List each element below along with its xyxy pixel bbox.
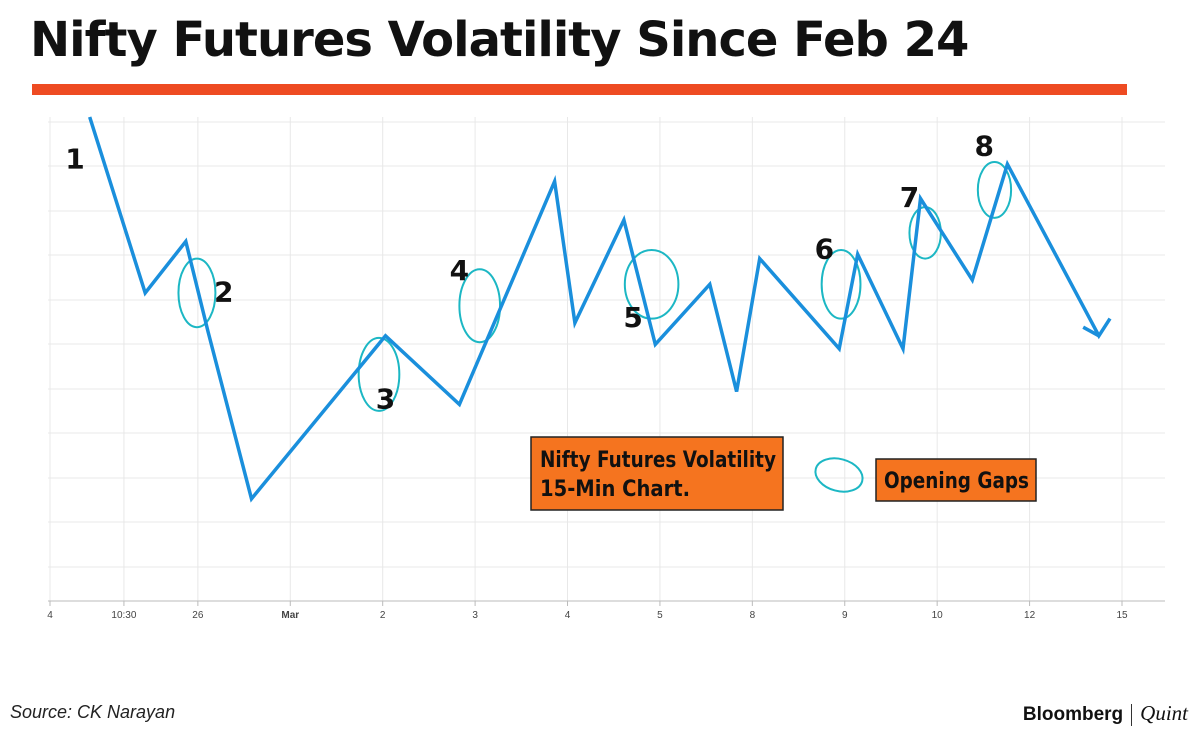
source-credit: Source: CK Narayan bbox=[10, 702, 176, 722]
annotation-label-4: 4 bbox=[450, 254, 469, 287]
x-tick-label-0: 4 bbox=[47, 610, 53, 621]
brand-quint: Quint bbox=[1140, 701, 1188, 725]
x-tick-label-6: 4 bbox=[565, 610, 571, 621]
annotation-label-6: 6 bbox=[815, 233, 834, 266]
x-tick-label-9: 9 bbox=[842, 610, 848, 621]
x-tick-label-8: 8 bbox=[750, 610, 756, 621]
brand-divider bbox=[1131, 703, 1133, 726]
annotation-label-2: 2 bbox=[214, 275, 233, 308]
chart-title: Nifty Futures Volatility Since Feb 24 bbox=[30, 12, 969, 68]
legend-gap-box bbox=[875, 458, 1037, 502]
opening-gap-ellipse-5 bbox=[820, 248, 862, 320]
x-tick-label-1: 10:30 bbox=[111, 610, 136, 621]
opening-gap-ellipse-7 bbox=[976, 161, 1013, 219]
brand-bloomberg: Bloomberg bbox=[1022, 704, 1124, 725]
annotation-label-7: 7 bbox=[900, 181, 919, 214]
x-tick-label-4: 2 bbox=[380, 610, 386, 621]
opening-gap-ellipse-4 bbox=[623, 248, 680, 320]
annotation-label-8: 8 bbox=[975, 130, 994, 163]
annotation-label-3: 3 bbox=[376, 383, 395, 416]
series-arrow-tail bbox=[1082, 325, 1100, 338]
x-tick-label-11: 12 bbox=[1024, 610, 1036, 621]
legend-gap-label: Opening Gaps bbox=[884, 469, 1029, 494]
opening-gap-ellipse-1 bbox=[177, 257, 217, 329]
opening-gap-ellipse-2 bbox=[357, 336, 401, 412]
series-line-volatility bbox=[88, 116, 1112, 503]
brand-logo: Bloomberg Quint bbox=[1023, 701, 1188, 726]
x-tick-label-10: 10 bbox=[932, 610, 944, 621]
x-tick-label-7: 5 bbox=[657, 610, 663, 621]
x-tick-label-2: 26 bbox=[192, 610, 204, 621]
title-underline-bar bbox=[32, 84, 1127, 95]
x-tick-label-5: 3 bbox=[472, 610, 478, 621]
x-tick-label-3: Mar bbox=[281, 610, 299, 621]
x-tick-label-12: 15 bbox=[1116, 610, 1128, 621]
legend-series-line2: 15-Min Chart. bbox=[540, 477, 690, 502]
annotation-label-1: 1 bbox=[65, 142, 84, 175]
annotation-label-5: 5 bbox=[623, 301, 642, 334]
legend-gap-ellipse-icon bbox=[814, 457, 864, 493]
legend-series-line1: Nifty Futures Volatility bbox=[540, 448, 776, 473]
legend-series-box bbox=[530, 436, 784, 511]
